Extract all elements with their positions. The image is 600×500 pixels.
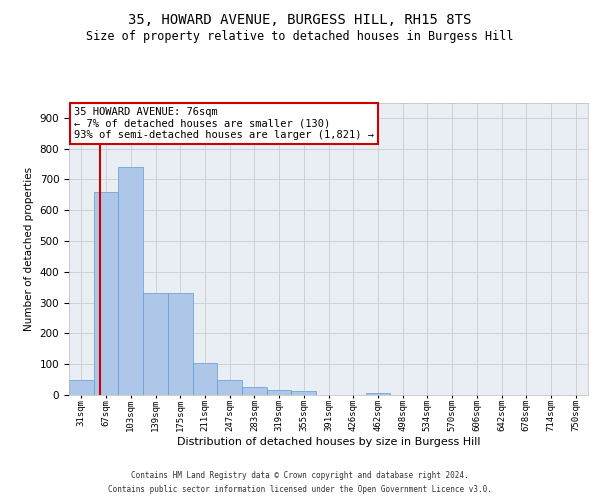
Text: 35, HOWARD AVENUE, BURGESS HILL, RH15 8TS: 35, HOWARD AVENUE, BURGESS HILL, RH15 8T… (128, 12, 472, 26)
Bar (193, 362, 217, 395)
Bar (267, 390, 292, 395)
Bar (69, 380, 94, 395)
X-axis label: Distribution of detached houses by size in Burgess Hill: Distribution of detached houses by size … (177, 437, 480, 447)
Text: Contains HM Land Registry data © Crown copyright and database right 2024.
Contai: Contains HM Land Registry data © Crown c… (108, 472, 492, 494)
Bar (118, 167, 143, 395)
Text: 35 HOWARD AVENUE: 76sqm
← 7% of detached houses are smaller (130)
93% of semi-de: 35 HOWARD AVENUE: 76sqm ← 7% of detached… (74, 107, 374, 140)
Text: Size of property relative to detached houses in Burgess Hill: Size of property relative to detached ho… (86, 30, 514, 43)
Bar (292, 392, 316, 395)
Y-axis label: Number of detached properties: Number of detached properties (24, 166, 34, 331)
Bar (168, 294, 193, 395)
Bar (94, 192, 118, 395)
Bar (217, 380, 242, 395)
Bar (143, 294, 168, 395)
Bar (242, 388, 267, 395)
Bar (365, 392, 390, 395)
